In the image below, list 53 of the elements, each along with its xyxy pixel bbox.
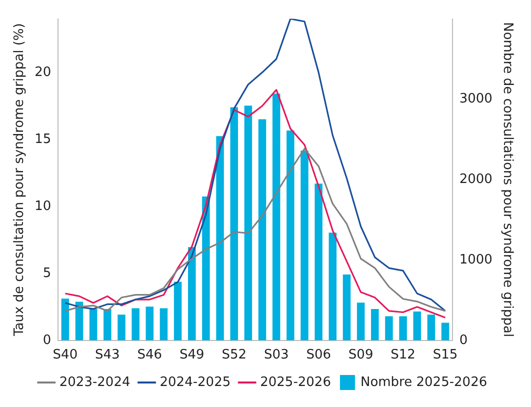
y2-tick-label: 0	[459, 332, 468, 348]
x-tick-label: S40	[52, 348, 78, 363]
x-tick-label: S09	[348, 348, 374, 363]
bar	[399, 316, 407, 340]
bar	[258, 119, 266, 340]
bar	[385, 316, 393, 340]
x-tick-label: S15	[432, 348, 458, 363]
bar	[286, 130, 294, 340]
bar	[342, 274, 351, 340]
legend-label: 2023-2024	[59, 374, 130, 390]
x-tick-label: S43	[95, 348, 120, 363]
bar	[244, 106, 252, 340]
bar	[300, 150, 308, 340]
bar	[89, 309, 98, 340]
y2-tick-label: 3000	[459, 92, 492, 107]
bar	[75, 302, 84, 340]
x-tick-label: S49	[179, 348, 204, 363]
bar	[132, 308, 140, 340]
x-tick-label: S12	[390, 348, 416, 363]
bar	[216, 136, 224, 340]
y2-axis-title: Nombre de consultations pour syndrome grippal	[500, 22, 515, 338]
bar	[174, 282, 182, 340]
x-tick-label: S06	[306, 348, 331, 363]
bar	[104, 309, 112, 340]
bar	[314, 184, 322, 340]
y-axis-title: Taux de consultation pour syndrome grippal (%)	[12, 23, 28, 338]
y-tick-label: 20	[34, 64, 52, 80]
y-tick-label: 15	[34, 132, 52, 147]
bar	[371, 309, 379, 340]
x-tick-label: S03	[264, 348, 289, 363]
bar	[230, 107, 238, 340]
bar	[118, 314, 126, 340]
bar	[441, 322, 450, 340]
bar	[202, 196, 210, 340]
bar	[160, 308, 168, 340]
x-tick-label: S46	[137, 348, 162, 363]
x-tick-label: S52	[222, 348, 247, 363]
y-tick-label: 5	[42, 266, 52, 281]
legend-label: Nombre 2025-2026	[360, 374, 488, 390]
bar	[61, 298, 70, 340]
y-tick-label: 0	[42, 332, 52, 348]
y-tick-label: 10	[34, 198, 52, 214]
bar	[427, 314, 436, 340]
bar	[146, 306, 154, 340]
bar	[413, 311, 421, 340]
bar	[188, 247, 196, 340]
y2-tick-label: 2000	[459, 172, 492, 187]
bar	[356, 302, 365, 340]
legend-label: 2024-2025	[160, 374, 231, 390]
y2-tick-label: 1000	[459, 252, 492, 268]
legend-label: 2025-2026	[260, 374, 331, 390]
bar	[272, 94, 280, 340]
bar	[328, 232, 337, 340]
